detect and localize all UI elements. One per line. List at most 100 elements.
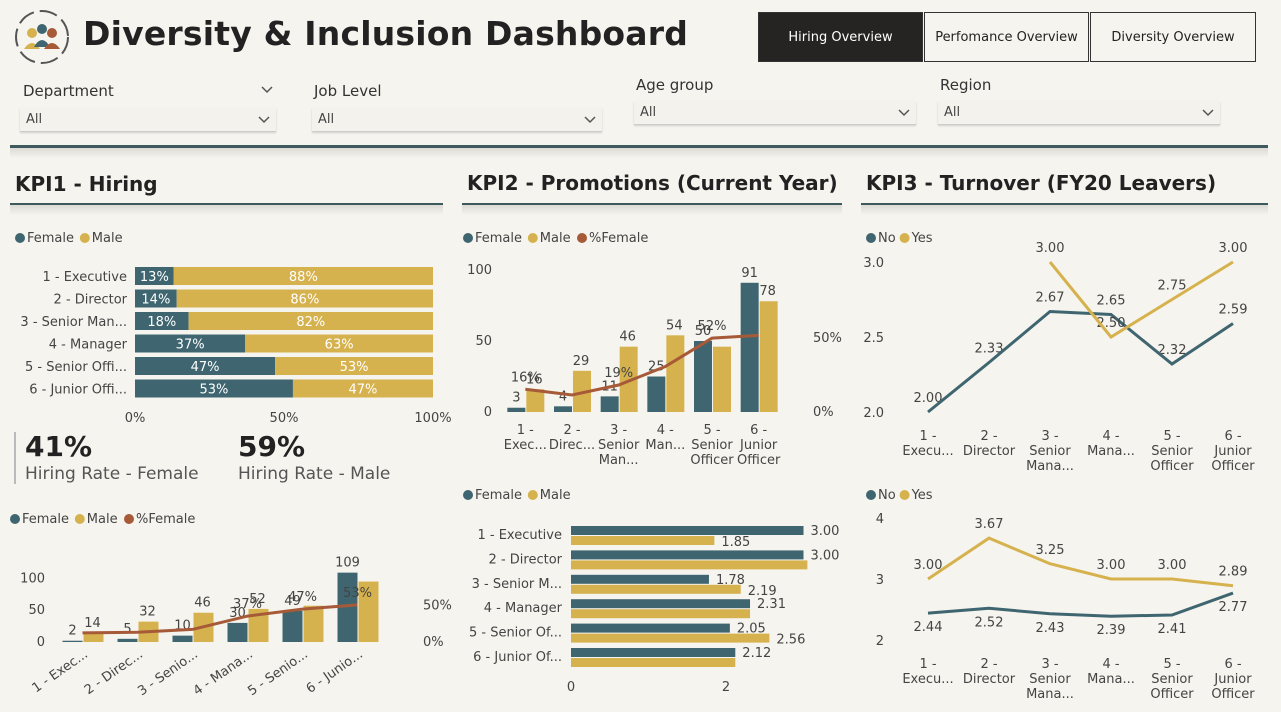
- category-label: 1 - Exec...: [30, 647, 91, 696]
- category-label: 5 - Senior Offi...: [25, 360, 127, 375]
- male-bar: [571, 536, 715, 545]
- y-tick-label: 2.5: [863, 331, 884, 346]
- female-data-label: 4: [559, 389, 567, 404]
- male-data-label: 54: [666, 318, 683, 333]
- x-tick-label: 0%: [125, 411, 146, 426]
- hiring-count-chart: Female Male %Female 0 50 100 0% 50% 2 14 1 - Exec.…: [10, 512, 452, 699]
- no-data-label: 2.43: [1036, 621, 1065, 636]
- female-bar: [571, 526, 804, 535]
- yes-data-label: 3.00: [1036, 241, 1065, 256]
- male-bar: [571, 584, 741, 594]
- legend-label: Female: [22, 512, 69, 527]
- turnover-chart-2: No Yes 2 3 4 2.44 2.52 2.43 2.39 2.41 2.77 3.00 3.67…: [866, 488, 1255, 702]
- job-level-value: All: [318, 112, 335, 127]
- female-data-label: 13%: [140, 270, 169, 285]
- y-tick-label: 4: [876, 512, 884, 527]
- female-bar: [117, 638, 138, 642]
- female-data-label: 47%: [191, 360, 220, 375]
- no-data-label: 2.39: [1097, 623, 1126, 638]
- x-tick-label: 2: [722, 680, 730, 695]
- x-tick-label: 100%: [414, 411, 451, 426]
- category-label: 1 - Executive: [477, 528, 562, 543]
- yes-data-label: 3.25: [1036, 543, 1065, 558]
- male-data-label: 2.56: [776, 633, 805, 648]
- kpi2-divider: [462, 203, 842, 205]
- female-bar: [227, 622, 248, 642]
- legend-label: Female: [475, 488, 522, 503]
- hiring-rate-female-value: 41%: [25, 430, 93, 463]
- female-data-label: 91: [741, 266, 758, 281]
- legend-label: No: [878, 231, 896, 246]
- category-label: Man...: [599, 453, 639, 468]
- age-group-select[interactable]: All: [634, 101, 916, 125]
- pct-data-label: 19%: [604, 366, 633, 381]
- female-data-label: 109: [335, 556, 360, 571]
- female-bar: [554, 406, 572, 412]
- hiring-rate-female-label: Hiring Rate - Female: [25, 464, 199, 484]
- male-data-label: 88%: [289, 270, 318, 285]
- legend-swatch: [899, 490, 910, 500]
- category-label: 2 -: [980, 657, 997, 672]
- category-label: Director: [963, 444, 1016, 459]
- male-bar: [248, 608, 269, 642]
- female-bar: [135, 379, 293, 398]
- category-label: 4 -: [657, 423, 674, 438]
- legend-swatch: [899, 233, 910, 243]
- female-bar: [282, 610, 303, 642]
- filter-job-level-label: Job Level: [314, 82, 382, 100]
- female-bar: [740, 282, 759, 412]
- category-label: Junior: [1213, 672, 1252, 687]
- male-data-label: 32: [139, 605, 156, 620]
- y-tick-label: 0: [37, 635, 45, 650]
- kpi-card-divider: [14, 432, 16, 484]
- category-label: Senior: [691, 438, 733, 453]
- job-level-select[interactable]: All: [312, 108, 602, 132]
- kpi2-title: KPI2 - Promotions (Current Year): [467, 171, 838, 195]
- yes-data-label: 3.00: [914, 558, 943, 573]
- chevron-down-icon[interactable]: [583, 115, 597, 125]
- yes-line: [1048, 260, 1234, 339]
- y-tick-label: 3: [876, 573, 884, 588]
- category-label: Exec...: [504, 438, 547, 453]
- female-bar: [135, 267, 174, 285]
- legend-swatch: [10, 514, 20, 524]
- male-data-label: 52: [249, 592, 266, 607]
- female-bar: [135, 312, 189, 330]
- y2-tick-label: 0%: [423, 635, 444, 650]
- category-label: 2 - Direc...: [82, 647, 146, 698]
- category-label: Senior: [598, 438, 640, 453]
- male-data-label: 46: [619, 330, 636, 345]
- chevron-down-icon[interactable]: [257, 115, 271, 125]
- category-label: 6 - Junio...: [304, 647, 366, 697]
- chevron-down-icon[interactable]: [897, 108, 911, 118]
- female-bar: [571, 648, 736, 657]
- category-label: Mana...: [1026, 459, 1074, 474]
- category-label: 3 - Senio...: [135, 647, 200, 699]
- department-select[interactable]: All: [20, 108, 276, 132]
- kpi1-divider: [10, 203, 443, 205]
- tab-hiring-overview[interactable]: Hiring Overview: [758, 12, 923, 62]
- female-bar: [135, 334, 246, 353]
- x-tick-label: 0: [567, 680, 575, 695]
- category-label: Director: [963, 672, 1016, 687]
- chevron-down-icon[interactable]: [260, 85, 274, 95]
- male-data-label: 1.85: [721, 535, 750, 550]
- chevron-down-icon[interactable]: [1201, 108, 1215, 118]
- legend-swatch: [866, 490, 876, 500]
- filter-region-label: Region: [940, 76, 992, 94]
- y-tick-label: 2.0: [863, 406, 884, 421]
- no-data-label: 2.77: [1219, 600, 1248, 615]
- region-select[interactable]: All: [938, 101, 1220, 125]
- category-label: 3 -: [1041, 429, 1058, 444]
- tab-diversity-overview[interactable]: Diversity Overview: [1090, 12, 1256, 62]
- pct-data-label: 16%: [511, 370, 540, 385]
- pct-female-line: [525, 333, 759, 397]
- no-data-label: 2.33: [975, 342, 1004, 357]
- male-data-label: 82%: [296, 315, 325, 330]
- female-bar: [571, 599, 751, 609]
- female-data-label: 14%: [141, 293, 170, 308]
- tab-performance-overview[interactable]: Perfomance Overview: [924, 12, 1089, 62]
- category-label: Mana...: [1026, 687, 1074, 702]
- no-data-label: 2.41: [1158, 622, 1187, 637]
- male-bar: [358, 581, 379, 642]
